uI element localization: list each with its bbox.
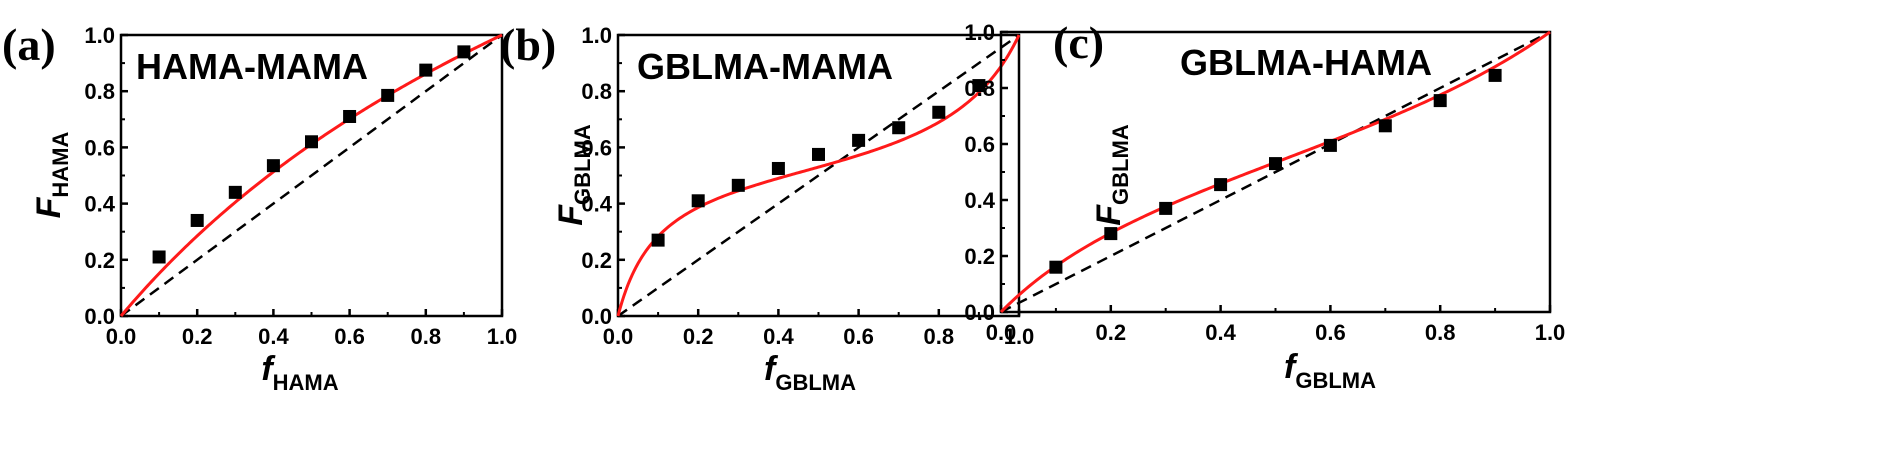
y-tick-label: 0.0 (84, 304, 115, 329)
x-tick-label: 0.0 (603, 324, 634, 349)
y-tick-label: 0.2 (581, 248, 612, 273)
reference-line (120, 33, 503, 318)
data-point (343, 109, 357, 123)
x-tick-label: 0.6 (843, 324, 874, 349)
x-tick-label: 0.4 (763, 324, 794, 349)
reference-line (1000, 30, 1551, 314)
x-axis-label: fHAMA (261, 350, 338, 395)
data-point (190, 213, 204, 227)
data-point (812, 147, 825, 161)
x-tick-label: 0.4 (258, 324, 289, 349)
data-point (771, 161, 785, 175)
x-tick-label: 0.8 (924, 324, 955, 349)
x-axis-label: fGBLMA (1284, 348, 1376, 393)
x-tick-label: 0.6 (334, 324, 365, 349)
x-axis-label-main: f (764, 350, 779, 388)
y-axis-label-main: F (1090, 204, 1128, 226)
x-axis-label: fGBLMA (764, 350, 856, 395)
data-point (972, 79, 986, 93)
data-point (228, 185, 242, 199)
data-point (457, 45, 471, 59)
x-tick-label: 0.8 (1425, 320, 1456, 345)
y-axis-label-sub: GBLMA (1108, 124, 1133, 205)
y-tick-label: 0.4 (84, 192, 115, 217)
data-point (1214, 178, 1228, 192)
data-point (1159, 201, 1173, 215)
data-point (1323, 138, 1337, 152)
y-tick-label: 0.0 (581, 304, 612, 329)
y-tick-label: 0.2 (964, 244, 995, 269)
data-point (305, 135, 318, 149)
reference-line (617, 33, 1020, 318)
data-point (932, 105, 946, 119)
data-point (152, 250, 166, 264)
y-tick-label: 1.0 (84, 23, 115, 48)
y-tick-label: 0.6 (964, 132, 995, 157)
y-axis-label-main: F (552, 204, 590, 226)
data-point (1049, 260, 1063, 274)
data-point (1433, 94, 1447, 108)
y-tick-label: 0.8 (581, 79, 612, 104)
panel-label: (b) (500, 19, 556, 70)
y-tick-label: 0.6 (84, 135, 115, 160)
y-axis-label-sub: GBLMA (570, 124, 595, 205)
y-tick-label: 1.0 (964, 20, 995, 45)
x-tick-label: 0.2 (1096, 320, 1127, 345)
x-tick-label: 1.0 (1535, 320, 1566, 345)
chart-title: HAMA-MAMA (136, 46, 368, 87)
x-tick-label: 0.0 (106, 324, 137, 349)
panel-c: 0.0 0.2 0.4 0.6 0.8 1.00.00.20.40.60.81.0 (c) G… (964, 17, 1565, 393)
y-axis-label-sub: HAMA (48, 132, 73, 198)
x-axis-label-sub: GBLMA (1295, 368, 1376, 393)
y-tick-label: 0.4 (964, 188, 995, 213)
data-point (381, 88, 395, 102)
x-tick-label: 0.4 (1205, 320, 1236, 345)
x-tick-label: 0.2 (182, 324, 213, 349)
panel-a: 0.0 0.2 0.4 0.6 0.8 1.0 0.0 0.2 0.4 0.6 0.8 1.0 (a) H… (2, 19, 517, 395)
x-tick-label: 0.6 (1315, 320, 1346, 345)
y-axis-label: FHAMA (30, 132, 73, 219)
x-axis-label-sub: HAMA (273, 370, 339, 395)
data-point (731, 178, 745, 192)
x-axis-label-main: f (1284, 348, 1299, 386)
y-tick-label: 0.4 (581, 192, 612, 217)
fit-curve (616, 34, 1021, 317)
y-tick-label: 0.0 (964, 300, 995, 325)
data-point (852, 133, 866, 147)
panel-b: 0.0 0.2 0.4 0.6 0.8 1.00.00.20.40.60.81.0(b) G… (500, 19, 1034, 395)
data-point (1378, 119, 1392, 133)
data-point (1488, 68, 1502, 82)
panel-label: (a) (2, 19, 56, 70)
y-tick-label: 0.8 (84, 79, 115, 104)
data-point (892, 121, 906, 135)
data-point (266, 159, 280, 173)
chart-title: GBLMA-HAMA (1180, 42, 1432, 83)
y-tick-label: 0.8 (964, 76, 995, 101)
y-axis-label: FGBLMA (1090, 124, 1133, 226)
chart-title: GBLMA-MAMA (637, 46, 893, 87)
data-point (1104, 227, 1118, 241)
y-axis-label-main: F (30, 196, 68, 218)
y-tick-label: 0.2 (84, 248, 115, 273)
data-point (691, 194, 705, 208)
panel-label: (c) (1053, 17, 1104, 68)
x-tick-label: 0.0 (986, 320, 1017, 345)
data-point (1269, 157, 1282, 171)
y-tick-label: 1.0 (581, 23, 612, 48)
x-tick-label: 0.2 (683, 324, 714, 349)
x-axis-label-sub: GBLMA (775, 370, 856, 395)
x-tick-label: 1.0 (1004, 324, 1035, 349)
y-axis-label: FGBLMA (552, 124, 595, 226)
x-axis-label-main: f (261, 350, 276, 388)
data-point (651, 233, 665, 247)
x-tick-label: 0.8 (411, 324, 442, 349)
data-point (419, 63, 433, 77)
x-tick-label: 1.0 (487, 324, 518, 349)
y-tick-label: 0.6 (581, 135, 612, 160)
